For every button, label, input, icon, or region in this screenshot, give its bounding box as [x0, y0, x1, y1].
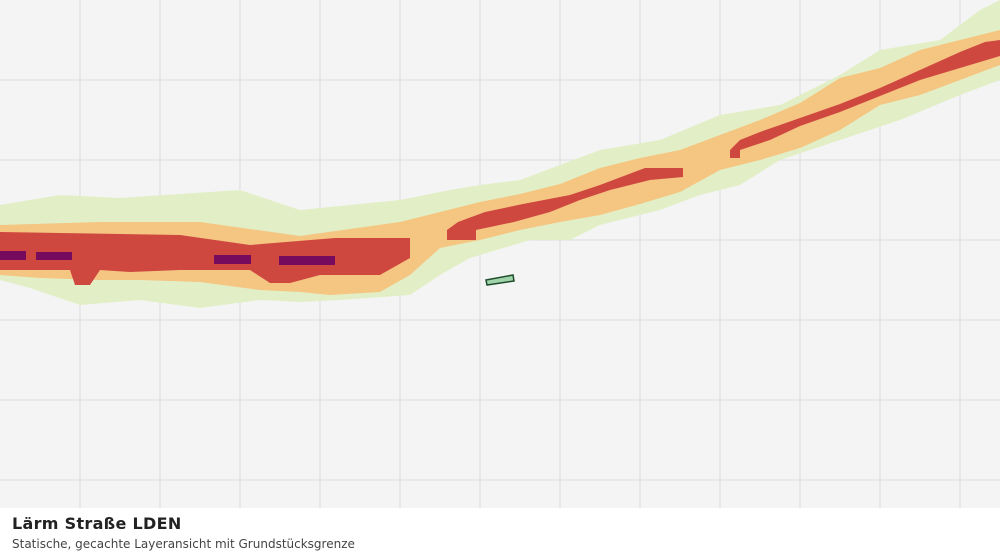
noise-zone-very-high — [0, 251, 335, 265]
map-view[interactable] — [0, 0, 1000, 508]
noise-zone-high — [0, 232, 410, 285]
noise-zone-high — [730, 40, 1000, 158]
layer-subtitle: Statische, gecachte Layeransicht mit Gru… — [12, 537, 355, 551]
caption: Lärm Straße LDEN Statische, gecachte Lay… — [0, 508, 1000, 560]
layer-title: Lärm Straße LDEN — [12, 514, 182, 533]
parcel-boundary[interactable] — [485, 274, 515, 286]
noise-zone-high — [447, 168, 683, 240]
